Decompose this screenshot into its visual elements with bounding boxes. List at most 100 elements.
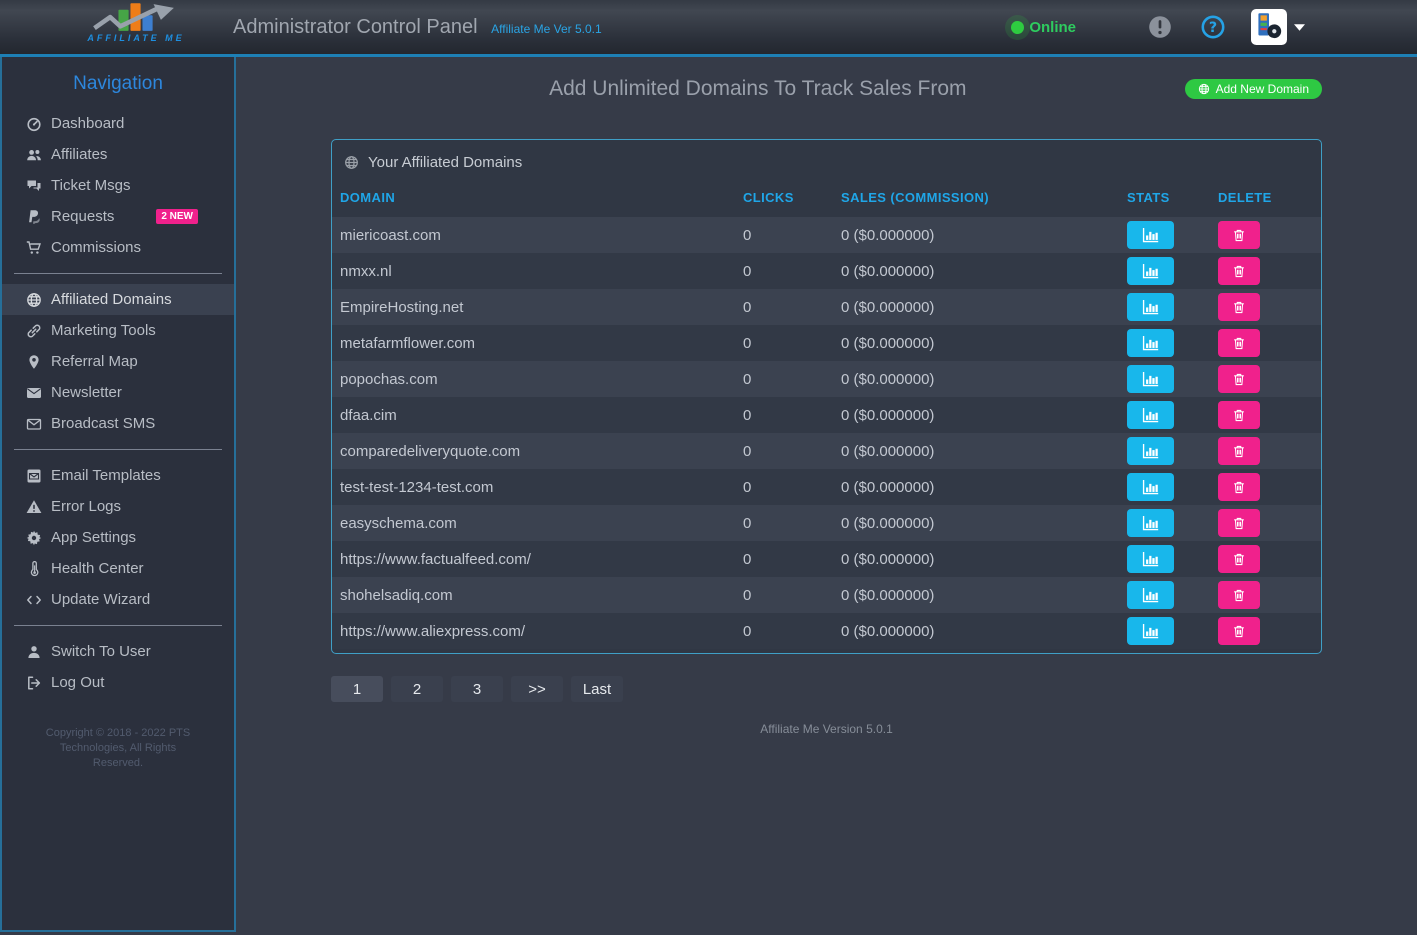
- sidebar-item-affiliates[interactable]: Affiliates: [2, 139, 234, 170]
- domain-cell: miericoast.com: [332, 217, 735, 253]
- delete-button[interactable]: [1218, 257, 1260, 285]
- sidebar-item-switch-to-user[interactable]: Switch To User: [2, 636, 234, 667]
- bar-chart-icon: [1141, 334, 1161, 352]
- sidebar-item-health-center[interactable]: Health Center: [2, 553, 234, 584]
- delete-button[interactable]: [1218, 365, 1260, 393]
- sidebar-item-dashboard[interactable]: Dashboard: [2, 108, 234, 139]
- delete-button[interactable]: [1218, 437, 1260, 465]
- sidebar-item-update-wizard[interactable]: Update Wizard: [2, 584, 234, 615]
- affiliated-domains-panel: Your Affiliated Domains DOMAINCLICKSSALE…: [331, 139, 1322, 654]
- panel-title-text: Your Affiliated Domains: [368, 154, 522, 171]
- stats-button[interactable]: [1127, 437, 1174, 465]
- domain-cell: shohelsadiq.com: [332, 577, 735, 613]
- page-button-2[interactable]: 2: [391, 676, 443, 702]
- table-row: https://www.factualfeed.com/00 ($0.00000…: [332, 541, 1321, 577]
- table-row: EmpireHosting.net00 ($0.000000): [332, 289, 1321, 325]
- delete-button[interactable]: [1218, 473, 1260, 501]
- stats-button[interactable]: [1127, 581, 1174, 609]
- domains-table-header-row: DOMAINCLICKSSALES (COMMISSION)STATSDELET…: [332, 182, 1321, 217]
- bar-chart-icon: [1141, 478, 1161, 496]
- stats-button[interactable]: [1127, 473, 1174, 501]
- sales-cell: 0 ($0.000000): [833, 397, 1119, 433]
- stats-button[interactable]: [1127, 617, 1174, 645]
- sidebar-item-email-templates[interactable]: Email Templates: [2, 460, 234, 491]
- sidebar-item-newsletter[interactable]: Newsletter: [2, 377, 234, 408]
- sales-cell: 0 ($0.000000): [833, 433, 1119, 469]
- domain-cell: nmxx.nl: [332, 253, 735, 289]
- stats-button[interactable]: [1127, 365, 1174, 393]
- page-button-next[interactable]: >>: [511, 676, 563, 702]
- delete-button[interactable]: [1218, 617, 1260, 645]
- sidebar-divider: [14, 625, 222, 626]
- delete-button[interactable]: [1218, 509, 1260, 537]
- clicks-cell: 0: [735, 361, 833, 397]
- page-button-last[interactable]: Last: [571, 676, 623, 702]
- sidebar-item-label: Dashboard: [51, 115, 124, 132]
- bar-chart-icon: [1141, 406, 1161, 424]
- help-icon[interactable]: ?: [1201, 15, 1225, 39]
- sidebar-item-log-out[interactable]: Log Out: [2, 667, 234, 698]
- stats-button[interactable]: [1127, 329, 1174, 357]
- globe-icon: [1198, 83, 1210, 95]
- stats-button[interactable]: [1127, 545, 1174, 573]
- alerts-icon[interactable]: [1148, 15, 1172, 39]
- stats-button[interactable]: [1127, 221, 1174, 249]
- page-button-1[interactable]: 1: [331, 676, 383, 702]
- sidebar-item-referral-map[interactable]: Referral Map: [2, 346, 234, 377]
- user-avatar[interactable]: [1251, 9, 1287, 45]
- stats-button[interactable]: [1127, 509, 1174, 537]
- copyright-text: Copyright © 2018 - 2022 PTS Technologies…: [42, 726, 194, 771]
- online-status-label: Online: [1029, 19, 1076, 36]
- delete-button[interactable]: [1218, 329, 1260, 357]
- table-row: nmxx.nl00 ($0.000000): [332, 253, 1321, 289]
- add-new-domain-label: Add New Domain: [1216, 82, 1309, 96]
- sidebar-item-requests[interactable]: Requests2 NEW: [2, 201, 234, 232]
- envelope-icon: [24, 385, 43, 401]
- trash-icon: [1232, 515, 1246, 532]
- sidebar-item-broadcast-sms[interactable]: Broadcast SMS: [2, 408, 234, 439]
- sidebar-item-commissions[interactable]: Commissions: [2, 232, 234, 263]
- globe-icon: [24, 292, 43, 308]
- paypal-icon: [24, 209, 43, 225]
- bar-chart-icon: [1141, 586, 1161, 604]
- sidebar-item-label: Referral Map: [51, 353, 138, 370]
- logo-chart-icon: [76, 1, 196, 35]
- sidebar-item-label: Update Wizard: [51, 591, 150, 608]
- stats-button[interactable]: [1127, 401, 1174, 429]
- gear-icon: [24, 530, 43, 546]
- delete-button[interactable]: [1218, 545, 1260, 573]
- sidebar-item-label: Switch To User: [51, 643, 151, 660]
- stats-button[interactable]: [1127, 257, 1174, 285]
- sign-out-icon: [24, 675, 43, 691]
- sidebar-divider: [14, 273, 222, 274]
- sidebar-item-affiliated-domains[interactable]: Affiliated Domains: [2, 284, 234, 315]
- column-header-sales-commission: SALES (COMMISSION): [833, 182, 1119, 217]
- sidebar-item-label: Marketing Tools: [51, 322, 156, 339]
- domain-cell: https://www.aliexpress.com/: [332, 613, 735, 649]
- map-marker-icon: [24, 354, 43, 370]
- delete-button[interactable]: [1218, 293, 1260, 321]
- envelope-open-icon: [24, 416, 43, 432]
- sidebar-item-error-logs[interactable]: Error Logs: [2, 491, 234, 522]
- delete-button[interactable]: [1218, 581, 1260, 609]
- bar-chart-icon: [1141, 622, 1161, 640]
- sidebar-item-label: Ticket Msgs: [51, 177, 130, 194]
- trash-icon: [1232, 407, 1246, 424]
- trash-icon: [1232, 371, 1246, 388]
- stats-button[interactable]: [1127, 293, 1174, 321]
- sidebar-item-marketing-tools[interactable]: Marketing Tools: [2, 315, 234, 346]
- sales-cell: 0 ($0.000000): [833, 505, 1119, 541]
- clicks-cell: 0: [735, 505, 833, 541]
- sales-cell: 0 ($0.000000): [833, 577, 1119, 613]
- caret-down-icon[interactable]: [1294, 24, 1305, 31]
- sidebar-item-ticket-msgs[interactable]: Ticket Msgs: [2, 170, 234, 201]
- delete-button[interactable]: [1218, 401, 1260, 429]
- sidebar-item-app-settings[interactable]: App Settings: [2, 522, 234, 553]
- bar-chart-icon: [1141, 514, 1161, 532]
- page-button-3[interactable]: 3: [451, 676, 503, 702]
- sales-cell: 0 ($0.000000): [833, 217, 1119, 253]
- delete-button[interactable]: [1218, 221, 1260, 249]
- add-new-domain-button[interactable]: Add New Domain: [1185, 79, 1322, 99]
- header-actions: Online ?: [1011, 9, 1417, 45]
- table-row: shohelsadiq.com00 ($0.000000): [332, 577, 1321, 613]
